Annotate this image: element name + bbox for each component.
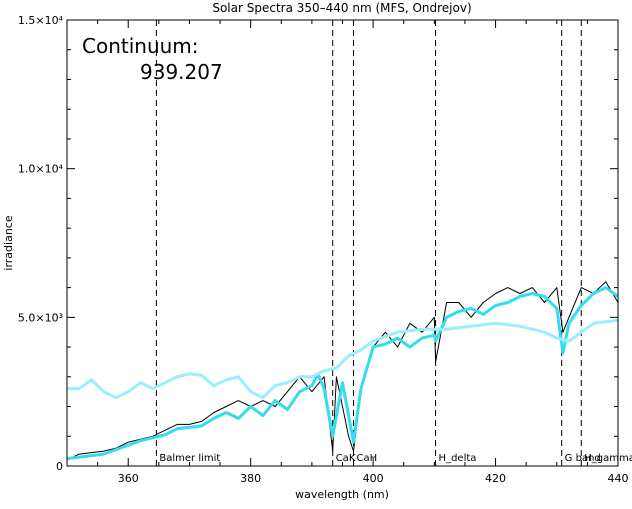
x-axis: 360 380 400 420 440 bbox=[66, 20, 629, 485]
reference-line-label-4: G band bbox=[565, 453, 601, 464]
reference-line-label-1: CaK bbox=[336, 453, 356, 464]
reference-line-label-0: Balmer limit bbox=[159, 453, 220, 464]
chart-title: Solar Spectra 350–440 nm (MFS, Ondrejov) bbox=[212, 1, 471, 15]
y-axis-title: irradiance bbox=[2, 215, 15, 270]
y-tick-label-1: 5.0×10³ bbox=[18, 311, 63, 324]
y-tick-label-0: 0 bbox=[56, 460, 63, 473]
x-tick-label-2: 400 bbox=[363, 472, 384, 485]
y-axis: 0 5.0×10³ 1.0×10⁴ 1.5×10⁴ bbox=[18, 14, 618, 473]
continuum-value: 939.207 bbox=[140, 60, 223, 84]
series-line-reference bbox=[67, 318, 619, 400]
y-tick-label-2: 1.0×10⁴ bbox=[18, 163, 64, 176]
continuum-label: Continuum: bbox=[82, 34, 199, 58]
reference-line-label-5: H_gamma bbox=[584, 453, 632, 464]
x-tick-label-1: 380 bbox=[240, 472, 261, 485]
x-axis-title: wavelength (nm) bbox=[295, 488, 389, 501]
reference-line-label-3: H_delta bbox=[439, 453, 477, 464]
x-tick-label-0: 360 bbox=[118, 472, 139, 485]
y-tick-label-3: 1.5×10⁴ bbox=[18, 14, 64, 27]
x-tick-label-3: 420 bbox=[485, 472, 506, 485]
series-layer bbox=[66, 281, 619, 461]
reference-line-label-2: CaH bbox=[357, 453, 378, 464]
series-line-smoothed bbox=[66, 286, 619, 461]
x-tick-label-4: 440 bbox=[608, 472, 629, 485]
series-line-observed bbox=[66, 281, 619, 461]
